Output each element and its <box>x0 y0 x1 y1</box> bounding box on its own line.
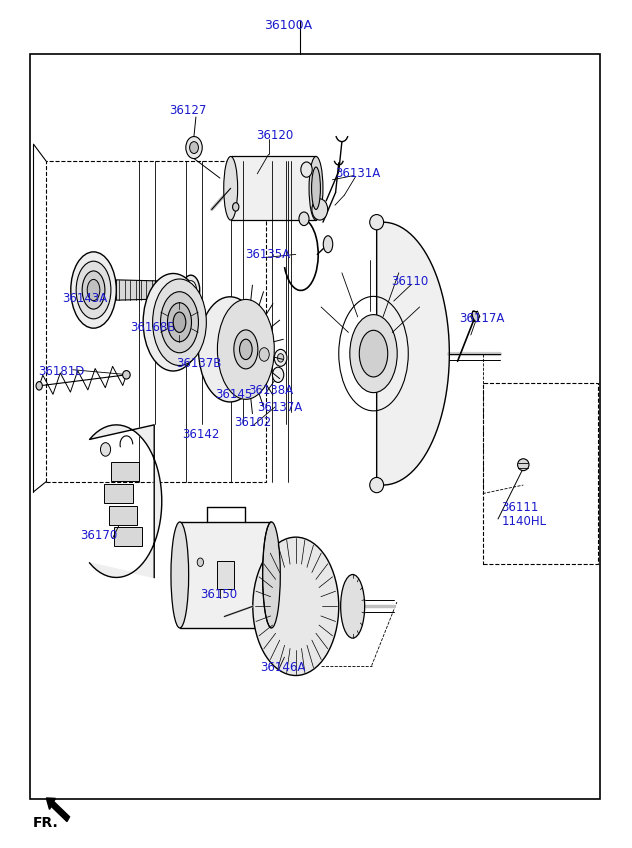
Ellipse shape <box>370 477 384 493</box>
Bar <box>104 484 133 503</box>
Bar <box>217 561 234 589</box>
Text: FR.: FR. <box>33 816 59 829</box>
Ellipse shape <box>71 252 116 328</box>
Ellipse shape <box>185 281 197 299</box>
Text: 36150: 36150 <box>200 588 237 601</box>
Text: 36131A: 36131A <box>335 167 380 181</box>
Ellipse shape <box>253 537 339 676</box>
Ellipse shape <box>76 261 111 319</box>
Ellipse shape <box>198 297 262 402</box>
Ellipse shape <box>262 522 280 628</box>
Ellipse shape <box>359 331 387 377</box>
Ellipse shape <box>143 273 203 371</box>
Ellipse shape <box>123 371 130 379</box>
Ellipse shape <box>323 236 332 253</box>
Ellipse shape <box>234 330 258 369</box>
Text: 36120: 36120 <box>257 129 294 142</box>
Ellipse shape <box>472 311 478 321</box>
Bar <box>231 156 316 220</box>
Ellipse shape <box>312 167 320 209</box>
Ellipse shape <box>349 315 397 393</box>
Polygon shape <box>373 222 449 485</box>
Circle shape <box>100 443 111 456</box>
Circle shape <box>197 558 204 566</box>
Circle shape <box>255 343 273 366</box>
FancyArrow shape <box>46 798 70 822</box>
Text: 36138A: 36138A <box>248 383 293 397</box>
Ellipse shape <box>341 575 365 638</box>
Ellipse shape <box>87 279 100 301</box>
Text: 36181D: 36181D <box>38 365 84 378</box>
Ellipse shape <box>82 271 105 310</box>
Text: 36168B: 36168B <box>130 321 176 334</box>
Bar <box>483 383 598 564</box>
Bar <box>30 54 600 799</box>
Ellipse shape <box>312 199 327 220</box>
Ellipse shape <box>233 203 239 211</box>
Bar <box>179 522 271 628</box>
Polygon shape <box>90 425 162 577</box>
Bar <box>46 161 266 482</box>
Text: 36146A: 36146A <box>260 661 305 674</box>
Ellipse shape <box>161 292 198 353</box>
Ellipse shape <box>370 215 384 230</box>
Ellipse shape <box>153 279 206 365</box>
Text: 36102: 36102 <box>234 416 271 429</box>
Text: 36137B: 36137B <box>176 357 221 371</box>
Ellipse shape <box>240 339 252 360</box>
Circle shape <box>186 137 202 159</box>
Text: 36137A: 36137A <box>257 401 303 415</box>
Ellipse shape <box>301 162 312 177</box>
Circle shape <box>259 348 269 361</box>
Ellipse shape <box>224 156 238 220</box>
Text: 36117A: 36117A <box>459 312 504 326</box>
Ellipse shape <box>309 156 323 220</box>
Ellipse shape <box>217 299 274 399</box>
Text: 36170: 36170 <box>80 528 118 542</box>
Text: 36145: 36145 <box>215 388 252 401</box>
Text: 36142: 36142 <box>183 427 220 441</box>
Text: 36143A: 36143A <box>62 292 107 305</box>
Bar <box>114 527 142 546</box>
Circle shape <box>36 382 42 390</box>
Text: 36127: 36127 <box>169 103 206 117</box>
Circle shape <box>299 212 309 226</box>
Ellipse shape <box>167 303 191 342</box>
Ellipse shape <box>518 459 529 471</box>
Text: 36111: 36111 <box>501 500 538 514</box>
Polygon shape <box>116 280 182 300</box>
Bar <box>109 506 137 525</box>
Text: 36100A: 36100A <box>264 19 312 32</box>
Text: 36135A: 36135A <box>245 248 290 261</box>
Bar <box>111 462 139 481</box>
Ellipse shape <box>173 312 186 332</box>
Ellipse shape <box>182 275 200 305</box>
Circle shape <box>274 349 287 366</box>
Text: 1140HL: 1140HL <box>501 515 546 528</box>
Ellipse shape <box>171 522 188 628</box>
Circle shape <box>277 354 284 362</box>
Text: 36110: 36110 <box>391 275 428 288</box>
Circle shape <box>190 142 198 153</box>
Circle shape <box>272 367 284 382</box>
